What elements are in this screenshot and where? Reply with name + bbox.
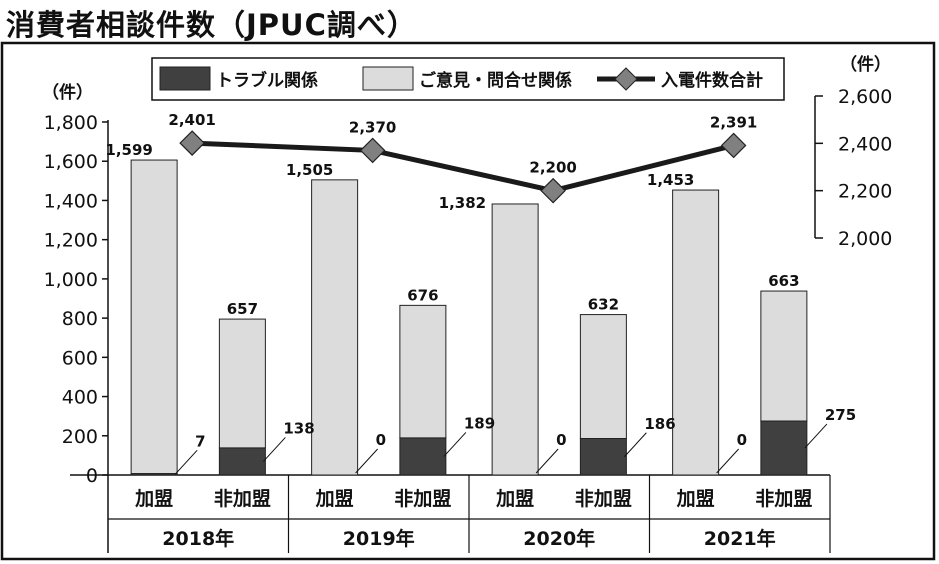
- data-label-trouble: 0: [556, 431, 566, 449]
- left-tick-label: 400: [62, 387, 98, 409]
- right-tick-label: 2,000: [838, 228, 892, 250]
- total-marker: [540, 177, 566, 204]
- right-tick-label: 2,200: [838, 181, 892, 203]
- data-label-opinion: 1,599: [105, 141, 152, 159]
- category-label: 非加盟: [755, 488, 812, 510]
- data-label-trouble: 186: [644, 415, 675, 433]
- leader-line: [263, 437, 286, 462]
- legend-swatch-trouble: [159, 66, 211, 91]
- total-marker: [179, 130, 205, 156]
- bar-opinion: [399, 304, 447, 439]
- left-tick-label: 1,400: [44, 190, 98, 212]
- legend-label-trouble: トラブル関係: [216, 70, 318, 91]
- year-label: 2019年: [343, 527, 415, 550]
- bar-opinion: [579, 314, 627, 440]
- leader-line: [624, 432, 647, 458]
- bar-opinion: [130, 159, 178, 475]
- category-label: 加盟: [315, 488, 354, 510]
- axis-layer: 0 200 400 600 800 1,000 1,200 1,400 1,600 1,800 （件…: [42, 54, 892, 553]
- legend: トラブル関係 ご意見・問合せ関係 入電件数合計: [151, 57, 785, 101]
- label-layer: 1,599 7 加盟 657 138 非加盟 2018年 1,505 0 加盟 676 189 非加盟 2…: [105, 141, 856, 550]
- chart-frame: [0, 41, 936, 561]
- left-axis-unit: （件）: [42, 82, 93, 103]
- total-marker: [359, 137, 386, 164]
- category-label: 加盟: [495, 488, 534, 510]
- data-label-trouble: 275: [825, 406, 856, 424]
- bar-opinion: [311, 179, 359, 476]
- data-label-total: 2,391: [710, 113, 757, 131]
- data-label-total: 2,200: [529, 159, 576, 177]
- data-label-opinion: 1,382: [439, 194, 486, 212]
- left-tick-label: 0: [86, 465, 98, 487]
- year-label: 2021年: [704, 527, 776, 550]
- bar-trouble: [130, 473, 178, 476]
- bar-layer: [130, 159, 808, 476]
- category-label: 加盟: [134, 488, 173, 510]
- bar-opinion: [760, 290, 808, 422]
- data-label-opinion: 632: [588, 296, 619, 314]
- data-label-total: 2,401: [168, 111, 215, 129]
- data-label-opinion: 1,505: [286, 161, 333, 179]
- data-label-opinion: 663: [768, 272, 799, 290]
- left-tick-label: 1,200: [44, 230, 98, 252]
- bar-opinion: [218, 318, 266, 449]
- left-tick-label: 1,600: [44, 151, 98, 173]
- year-label: 2020年: [523, 527, 595, 550]
- category-label: 非加盟: [214, 488, 271, 510]
- data-label-trouble: 138: [283, 419, 314, 437]
- legend-swatch-opinion: [362, 66, 414, 91]
- leader-line: [174, 449, 198, 475]
- leader-line: [535, 448, 559, 474]
- bar-opinion: [491, 203, 539, 476]
- total-line: [192, 140, 735, 194]
- data-label-opinion: 676: [407, 286, 438, 304]
- leader-line: [443, 432, 467, 457]
- bar-opinion: [672, 189, 720, 476]
- total-marker: [720, 132, 747, 159]
- data-label-opinion: 1,453: [647, 171, 694, 189]
- legend-label-opinion: ご意見・問合せ関係: [419, 70, 572, 91]
- legend-marker-total: [614, 67, 638, 91]
- left-tick-label: 200: [62, 426, 98, 448]
- left-tick-label: 600: [62, 347, 98, 369]
- chart-title: 消費者相談件数（JPUC調べ）: [6, 8, 417, 42]
- line-layer: 2,401 2,370 2,200 2,391: [168, 111, 757, 204]
- year-label: 2018年: [162, 527, 234, 550]
- right-tick-label: 2,400: [838, 133, 892, 155]
- left-tick-label: 1,000: [44, 269, 98, 291]
- data-label-trouble: 7: [195, 432, 205, 450]
- leader-line: [355, 448, 378, 474]
- right-axis-unit: （件）: [840, 54, 891, 75]
- data-label-opinion: 657: [227, 300, 258, 318]
- bar-trouble: [579, 438, 627, 476]
- left-tick-label: 800: [62, 308, 98, 330]
- data-label-trouble: 189: [464, 414, 495, 432]
- legend-label-total: 入電件数合計: [661, 70, 763, 91]
- bar-trouble: [218, 447, 266, 476]
- left-tick-label: 1,800: [44, 112, 98, 134]
- bar-trouble: [760, 420, 808, 476]
- data-label-trouble: 0: [737, 431, 747, 449]
- bar-trouble: [399, 437, 447, 476]
- legend-box: [151, 57, 785, 101]
- leader-line: [804, 423, 828, 449]
- category-label: 非加盟: [394, 488, 451, 510]
- category-label: 非加盟: [575, 488, 632, 510]
- right-tick-label: 2,600: [838, 86, 892, 108]
- category-label: 加盟: [676, 488, 715, 510]
- data-label-total: 2,370: [349, 118, 396, 136]
- data-label-trouble: 0: [376, 431, 386, 449]
- leader-line: [716, 448, 739, 474]
